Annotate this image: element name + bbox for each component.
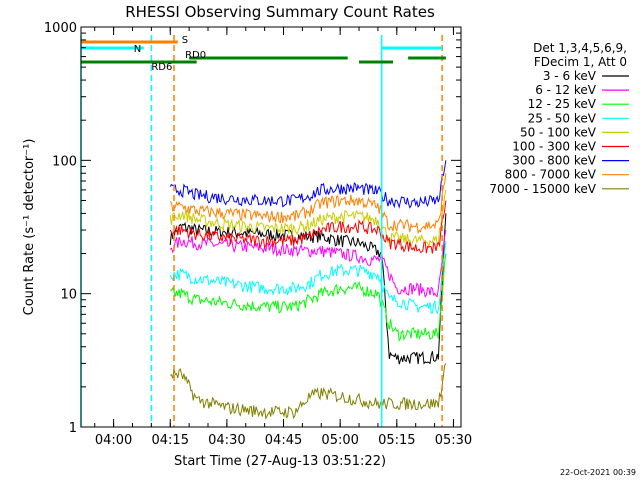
series-line-8	[170, 363, 447, 421]
flag-label-rd0: RD0	[185, 50, 206, 61]
chart-title: RHESSI Observing Summary Count Rates	[125, 3, 435, 21]
x-axis-label: Start Time (27-Aug-13 03:51:22)	[174, 454, 386, 469]
x-axis: 04:00 04:15 04:30 04:45 05:00 05:15 05:30	[94, 27, 472, 448]
x-tick-label: 04:45	[265, 433, 302, 448]
flag-bars: S N RD0 RD6	[81, 35, 446, 73]
legend-label: 6 - 12 keV	[535, 83, 597, 97]
flag-label-rd6: RD6	[151, 62, 172, 73]
y-tick-label: 1000	[44, 21, 77, 36]
series-line-5	[169, 200, 447, 254]
legend-label: 300 - 800 keV	[512, 154, 596, 168]
series-layer	[169, 160, 447, 421]
legend: Det 1,3,4,5,6,9, FDecim 1, Att 0 3 - 6 k…	[489, 41, 629, 196]
y-tick-label: 100	[52, 154, 77, 169]
series-line-1	[169, 230, 447, 298]
legend-label: 50 - 100 keV	[520, 125, 597, 139]
y-tick-label: 1	[69, 421, 77, 436]
legend-label: 100 - 300 keV	[512, 140, 596, 154]
y-tick-label: 10	[60, 288, 77, 303]
series-line-0	[169, 213, 447, 365]
y-axis: 1 10 100 1000	[44, 21, 461, 436]
flag-label-n: N	[134, 44, 141, 55]
x-tick-label: 04:00	[95, 433, 132, 448]
y-axis-label: Count Rate (s⁻¹ detector⁻¹)	[22, 139, 37, 316]
x-tick-label: 05:15	[378, 433, 415, 448]
legend-label: 800 - 7000 keV	[505, 168, 597, 182]
legend-header-line-1: Det 1,3,4,5,6,9,	[533, 41, 627, 55]
legend-label: 12 - 25 keV	[528, 97, 597, 111]
series-line-2	[169, 253, 447, 342]
flag-label-s: S	[182, 35, 188, 46]
series-line-7	[169, 173, 447, 235]
x-tick-label: 04:15	[152, 433, 189, 448]
series-line-6	[169, 160, 447, 209]
legend-label: 7000 - 15000 keV	[489, 182, 596, 196]
x-tick-label: 05:00	[321, 433, 358, 448]
legend-label: 25 - 50 keV	[528, 111, 597, 125]
x-tick-label: 04:30	[208, 433, 245, 448]
x-tick-label: 05:30	[435, 433, 472, 448]
series-line-3	[169, 240, 447, 315]
footer-timestamp: 22-Oct-2021 00:39	[560, 468, 636, 477]
legend-header-line-2: FDecim 1, Att 0	[534, 55, 627, 69]
legend-label: 3 - 6 keV	[543, 69, 597, 83]
series-line-4	[169, 189, 447, 249]
plot-frame	[80, 26, 462, 428]
